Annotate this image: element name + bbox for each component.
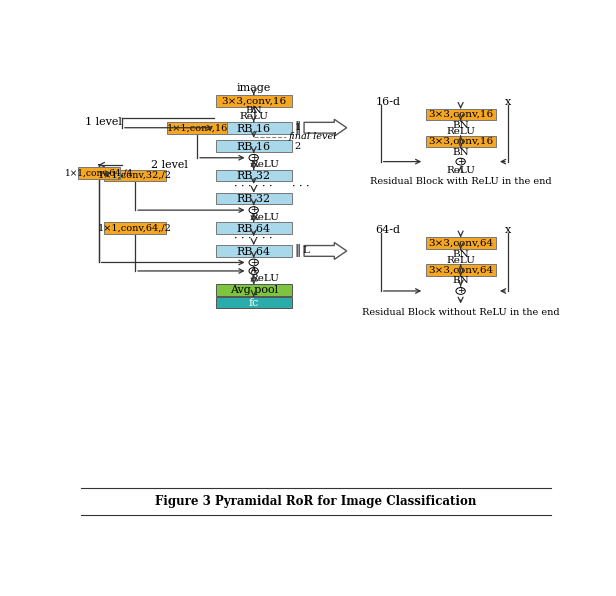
FancyBboxPatch shape bbox=[216, 141, 291, 152]
Ellipse shape bbox=[249, 268, 258, 274]
Text: Avg pool: Avg pool bbox=[230, 285, 278, 295]
Text: · · · · · ·: · · · · · · bbox=[235, 182, 273, 192]
FancyBboxPatch shape bbox=[426, 136, 495, 147]
Text: x: x bbox=[505, 97, 511, 107]
Text: 1: 1 bbox=[295, 123, 301, 132]
Text: RB,16: RB,16 bbox=[237, 141, 271, 151]
Text: image: image bbox=[237, 83, 271, 93]
FancyBboxPatch shape bbox=[78, 167, 120, 179]
FancyBboxPatch shape bbox=[104, 170, 166, 181]
Ellipse shape bbox=[249, 259, 258, 266]
FancyBboxPatch shape bbox=[216, 193, 291, 204]
Text: RB,32: RB,32 bbox=[237, 170, 271, 181]
Text: Residual Block with ReLU in the end: Residual Block with ReLU in the end bbox=[370, 177, 551, 186]
Text: 3×3,conv,64: 3×3,conv,64 bbox=[428, 266, 493, 275]
Text: RB,64: RB,64 bbox=[237, 246, 271, 256]
FancyBboxPatch shape bbox=[216, 245, 291, 257]
Text: BN: BN bbox=[452, 250, 469, 259]
FancyBboxPatch shape bbox=[216, 95, 291, 107]
FancyBboxPatch shape bbox=[426, 109, 495, 120]
Text: RB,16: RB,16 bbox=[237, 123, 271, 133]
Text: Figure 3 Pyramidal RoR for Image Classification: Figure 3 Pyramidal RoR for Image Classif… bbox=[155, 495, 476, 508]
Text: 3×3,conv,16: 3×3,conv,16 bbox=[428, 110, 493, 119]
Text: ‖: ‖ bbox=[294, 244, 300, 257]
Text: · · · · · ·: · · · · · · bbox=[235, 234, 273, 244]
Text: BN: BN bbox=[452, 148, 469, 157]
Text: 3×3,conv,16: 3×3,conv,16 bbox=[428, 137, 493, 146]
FancyBboxPatch shape bbox=[216, 284, 291, 296]
FancyBboxPatch shape bbox=[426, 265, 495, 276]
Text: 2 level: 2 level bbox=[151, 160, 187, 170]
Text: RB,64: RB,64 bbox=[237, 223, 271, 233]
Text: L: L bbox=[302, 246, 309, 256]
Text: 1×1,conv,64,/2: 1×1,conv,64,/2 bbox=[98, 224, 172, 232]
Text: 64-d: 64-d bbox=[375, 225, 400, 235]
FancyBboxPatch shape bbox=[426, 237, 495, 249]
Text: ReLU: ReLU bbox=[239, 113, 268, 122]
Text: +: + bbox=[250, 206, 257, 215]
FancyBboxPatch shape bbox=[216, 297, 291, 308]
FancyBboxPatch shape bbox=[216, 222, 291, 234]
Text: fc: fc bbox=[248, 297, 259, 308]
Text: 1×1,conv,64,/4: 1×1,conv,64,/4 bbox=[65, 169, 133, 178]
Text: 1×1,conv,16: 1×1,conv,16 bbox=[166, 123, 228, 132]
Ellipse shape bbox=[456, 158, 465, 165]
FancyBboxPatch shape bbox=[216, 170, 291, 181]
Ellipse shape bbox=[456, 288, 465, 294]
FancyBboxPatch shape bbox=[167, 122, 227, 134]
Text: +: + bbox=[250, 153, 257, 162]
Text: ReLU: ReLU bbox=[446, 166, 475, 175]
Text: ReLU: ReLU bbox=[446, 127, 475, 136]
FancyBboxPatch shape bbox=[104, 222, 166, 234]
Text: 1×1,conv,32,/2: 1×1,conv,32,/2 bbox=[98, 171, 172, 180]
Text: +: + bbox=[457, 286, 464, 295]
Text: final level: final level bbox=[288, 132, 337, 141]
Ellipse shape bbox=[249, 154, 258, 161]
Text: BN: BN bbox=[245, 106, 262, 115]
Text: 3×3,conv,16: 3×3,conv,16 bbox=[221, 97, 286, 105]
Text: 1 level: 1 level bbox=[85, 117, 121, 128]
Text: 3×3,conv,64: 3×3,conv,64 bbox=[428, 239, 493, 248]
Text: · · ·: · · · bbox=[292, 182, 310, 192]
Text: +: + bbox=[250, 257, 257, 267]
FancyArrow shape bbox=[304, 119, 347, 136]
Text: ReLU: ReLU bbox=[251, 274, 280, 283]
Text: ReLU: ReLU bbox=[251, 213, 280, 222]
Text: BN: BN bbox=[452, 277, 469, 285]
Text: BN: BN bbox=[452, 121, 469, 130]
Text: x: x bbox=[505, 225, 511, 235]
Text: 2: 2 bbox=[295, 142, 301, 151]
Text: Residual Block without ReLU in the end: Residual Block without ReLU in the end bbox=[362, 308, 559, 317]
Text: +: + bbox=[457, 157, 464, 166]
Ellipse shape bbox=[249, 207, 258, 213]
Text: ReLU: ReLU bbox=[446, 256, 475, 265]
Text: ‖: ‖ bbox=[294, 121, 300, 134]
Text: +: + bbox=[250, 266, 257, 275]
Text: RB,32: RB,32 bbox=[237, 194, 271, 204]
Text: ReLU: ReLU bbox=[251, 160, 280, 169]
FancyBboxPatch shape bbox=[216, 122, 291, 134]
FancyArrow shape bbox=[304, 243, 347, 259]
Text: 16-d: 16-d bbox=[375, 97, 400, 107]
